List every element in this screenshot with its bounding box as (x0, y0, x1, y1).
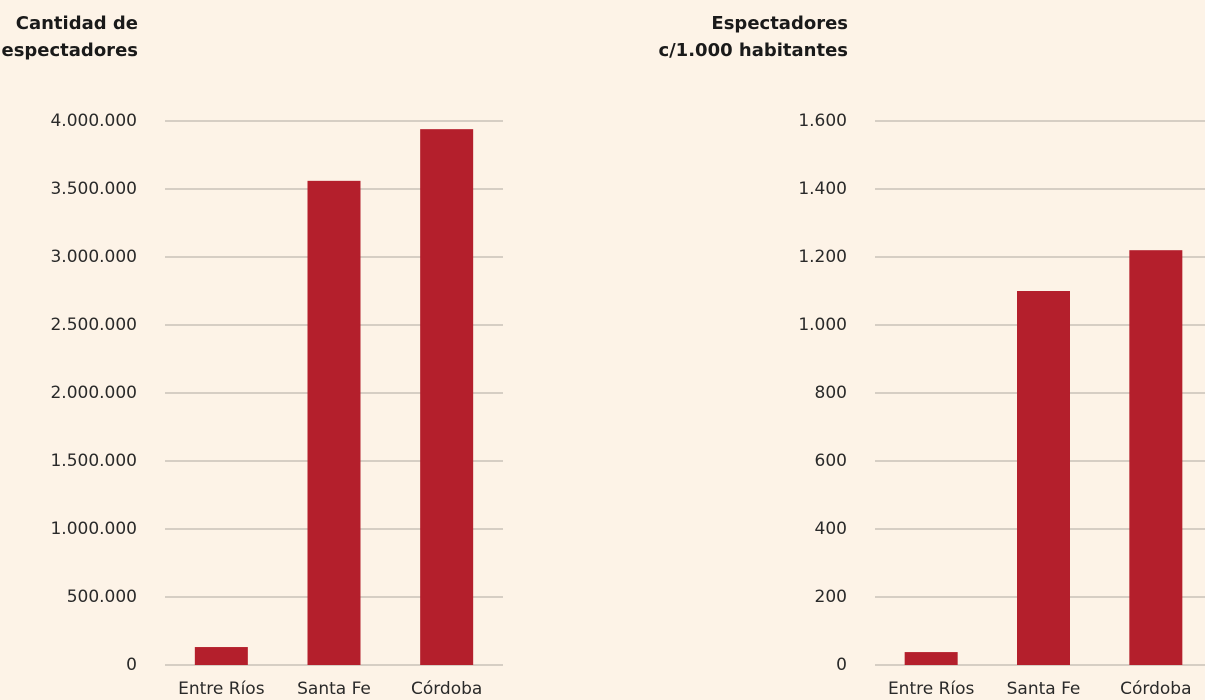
x-tick-label: Córdoba (1120, 679, 1191, 699)
y-tick-label: 800 (815, 383, 847, 403)
bar (194, 647, 248, 665)
x-tick-label: Córdoba (411, 679, 482, 699)
y-tick-label: 600 (815, 451, 847, 471)
x-tick-label: Entre Ríos (888, 679, 975, 699)
y-tick-label: 4.000.000 (50, 111, 137, 131)
y-tick-label: 2.500.000 (50, 315, 137, 335)
y-tick-label: 1.000 (798, 315, 847, 335)
y-tick-label: 1.000.000 (50, 519, 137, 539)
bar (307, 180, 361, 665)
chart-title: Espectadores c/1.000 habitantes (658, 13, 848, 61)
y-tick-label: 0 (126, 655, 137, 675)
bar (904, 652, 958, 665)
y-tick-label: 400 (815, 519, 847, 539)
y-tick-label: 1.200 (798, 247, 847, 267)
y-tick-label: 1.600 (798, 111, 847, 131)
y-tick-label: 0 (836, 655, 847, 675)
y-tick-label: 200 (815, 587, 847, 607)
x-tick-label: Santa Fe (1007, 679, 1081, 699)
x-tick-label: Santa Fe (297, 679, 371, 699)
chart-title: Cantidad de espectadores (1, 13, 139, 61)
y-tick-label: 3.000.000 (50, 247, 137, 267)
bar (1129, 250, 1183, 665)
x-tick-label: Entre Ríos (178, 679, 265, 699)
y-tick-label: 3.500.000 (50, 179, 137, 199)
y-tick-label: 500.000 (67, 587, 137, 607)
bar (420, 129, 474, 665)
y-tick-label: 1.500.000 (50, 451, 137, 471)
bar (1017, 291, 1070, 665)
y-tick-label: 2.000.000 (50, 383, 137, 403)
y-tick-label: 1.400 (798, 179, 847, 199)
